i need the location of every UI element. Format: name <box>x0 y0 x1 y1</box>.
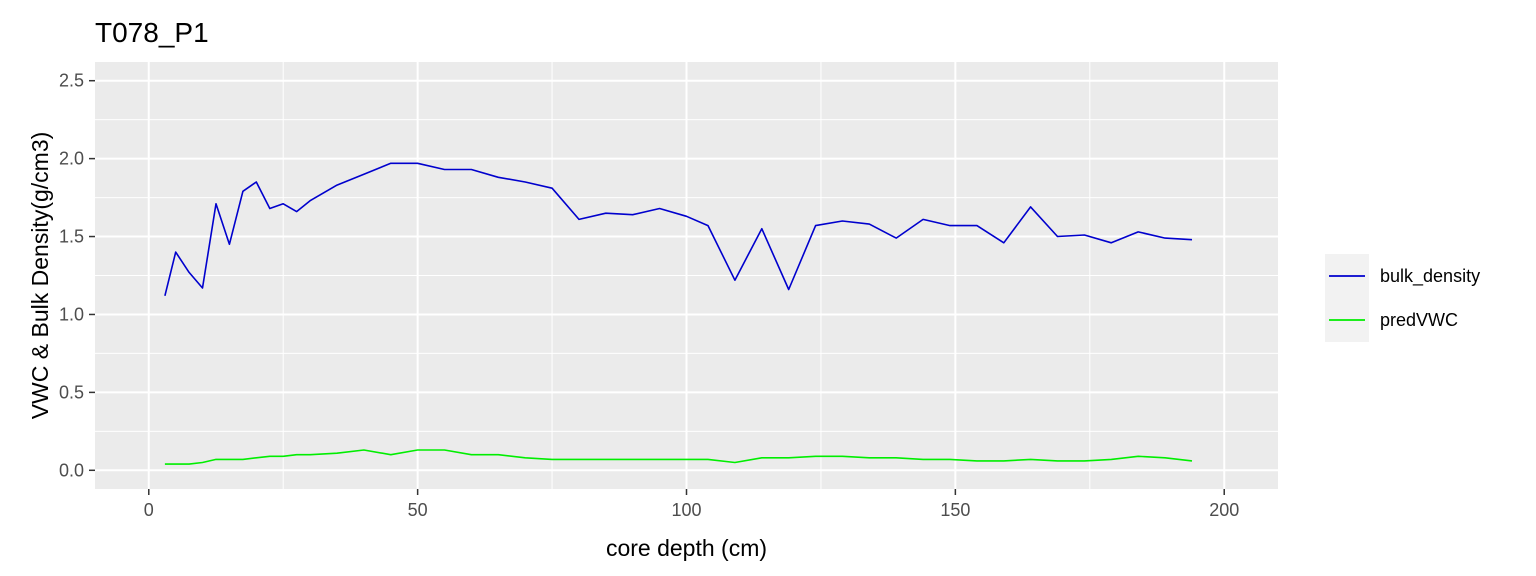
chart-title: T078_P1 <box>95 17 209 48</box>
series-line-bulk-density <box>164 162 1193 296</box>
x-axis-ticks: 0 50 100 150 200 <box>144 489 1239 520</box>
x-tick-label: 0 <box>144 500 154 520</box>
series-layer <box>164 162 1193 465</box>
y-tick-label: 2.5 <box>59 71 84 91</box>
y-tick-label: 1.0 <box>59 304 84 324</box>
y-axis-title: VWC & Bulk Density(g/cm3) <box>27 132 53 420</box>
legend-label: bulk_density <box>1380 266 1480 287</box>
y-tick-label: 2.0 <box>59 149 84 169</box>
y-axis-ticks: 0.0 0.5 1.0 1.5 2.0 2.5 <box>59 71 95 480</box>
grid-major <box>95 62 1278 489</box>
y-tick-label: 0.5 <box>59 382 84 402</box>
y-tick-label: 0.0 <box>59 460 84 480</box>
series-line-predVWC <box>164 449 1193 465</box>
x-axis-title: core depth (cm) <box>606 535 767 561</box>
y-tick-label: 1.5 <box>59 227 84 247</box>
x-tick-label: 200 <box>1209 500 1239 520</box>
x-tick-label: 100 <box>671 500 701 520</box>
x-tick-label: 150 <box>940 500 970 520</box>
legend: bulk_density predVWC <box>1325 254 1480 342</box>
x-tick-label: 50 <box>408 500 428 520</box>
legend-label: predVWC <box>1380 310 1458 330</box>
